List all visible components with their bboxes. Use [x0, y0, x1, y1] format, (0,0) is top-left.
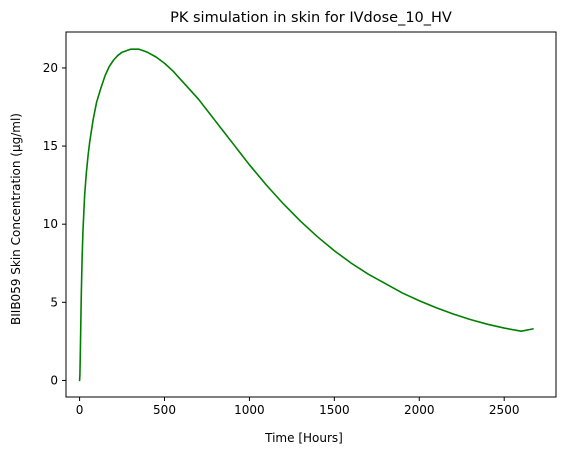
x-tick-label: 2000	[404, 403, 435, 417]
x-tick-label: 1000	[234, 403, 265, 417]
x-tick-label: 500	[153, 403, 176, 417]
y-tick-label: 0	[50, 373, 58, 387]
plot-frame	[65, 31, 557, 398]
y-tick-label: 15	[43, 139, 58, 153]
y-tick-label: 5	[50, 295, 58, 309]
x-tick-label: 2500	[489, 403, 520, 417]
x-tick-label: 0	[76, 403, 84, 417]
y-tick-label: 10	[43, 217, 58, 231]
x-axis-label: Time [Hours]	[264, 431, 343, 445]
x-tick-label: 1500	[319, 403, 350, 417]
series-line-0	[78, 48, 534, 382]
y-axis-label: BIIB059 Skin Concentration (µg/ml)	[9, 113, 23, 325]
plot-area: 0 500 1000 1500 2000 2500 0 5 10 15 20	[43, 31, 557, 417]
y-tick-label: 20	[43, 61, 58, 75]
chart-title: PK simulation in skin for IVdose_10_HV	[170, 10, 452, 26]
